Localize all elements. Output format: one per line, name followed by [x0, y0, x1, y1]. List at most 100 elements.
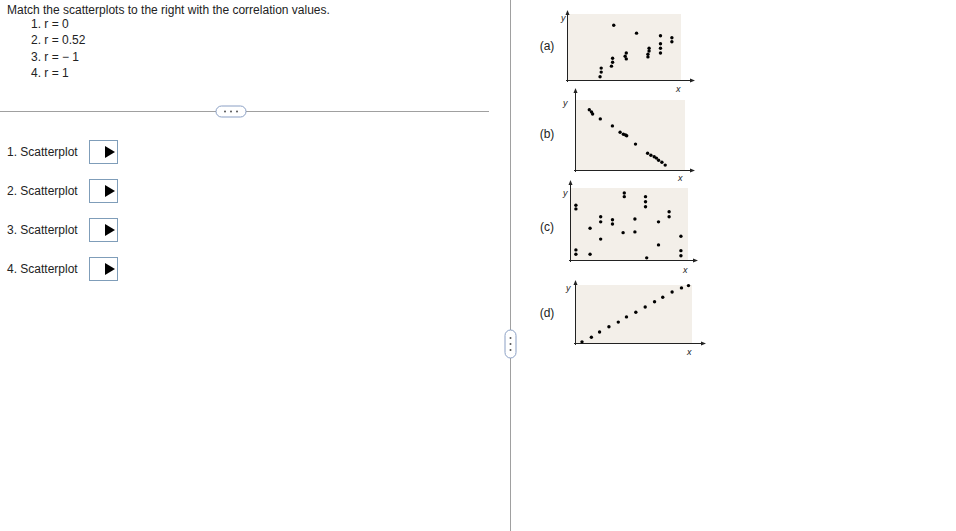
point	[611, 60, 614, 63]
point	[644, 200, 647, 203]
correlation-item: 4. r = 1	[31, 66, 69, 80]
point	[679, 235, 682, 238]
point	[646, 53, 649, 56]
point	[590, 336, 593, 339]
point	[574, 204, 577, 207]
dropdown[interactable]	[90, 141, 118, 164]
point	[600, 66, 603, 69]
point	[634, 142, 637, 145]
point	[644, 205, 647, 208]
point	[664, 163, 667, 166]
dropdown-arrow	[105, 146, 115, 158]
plot-title: (a)	[540, 39, 555, 53]
point	[625, 51, 628, 54]
dropdown-arrow	[105, 224, 115, 236]
point	[659, 47, 662, 50]
y-axis	[570, 184, 571, 262]
resize-handle[interactable]	[505, 330, 516, 358]
scatterplot	[574, 280, 707, 346]
point	[667, 215, 670, 218]
point	[644, 195, 647, 198]
point	[687, 284, 690, 287]
point	[598, 75, 601, 78]
point	[611, 124, 614, 127]
dropdown-arrow	[105, 263, 115, 275]
x-label: x	[675, 84, 681, 94]
point	[599, 237, 602, 240]
handle-dot	[510, 337, 512, 339]
y-axis	[575, 92, 576, 172]
point	[611, 222, 614, 225]
point	[661, 295, 664, 298]
point	[647, 47, 650, 50]
point	[591, 112, 594, 115]
answer-label: 1. Scatterplot	[7, 145, 78, 159]
point	[580, 340, 583, 343]
x-label: x	[686, 347, 692, 357]
x-axis	[569, 260, 694, 261]
answer-label: 3. Scatterplot	[7, 223, 78, 237]
points	[598, 24, 673, 79]
points	[588, 108, 667, 167]
x-label: x	[682, 265, 688, 275]
dropdown[interactable]	[90, 219, 118, 242]
question-text: Match the scatterplots to the right with…	[7, 3, 330, 17]
point	[574, 253, 577, 256]
expand-dot	[230, 111, 232, 113]
point	[670, 36, 673, 39]
point	[599, 215, 602, 218]
point	[623, 191, 626, 194]
plot-title: (c)	[540, 220, 554, 234]
correlation-item: 2. r = 0.52	[31, 33, 86, 47]
point	[667, 210, 670, 213]
y-label: y	[560, 13, 566, 23]
plot-title: (d)	[540, 306, 555, 320]
y-arrow	[574, 88, 578, 93]
point	[645, 256, 648, 259]
point	[635, 31, 638, 34]
y-arrow	[574, 280, 578, 285]
plot-area	[570, 188, 688, 260]
point	[588, 253, 591, 256]
handle-dot	[510, 349, 512, 351]
expand-dot	[224, 111, 226, 113]
x-axis	[574, 170, 691, 171]
point	[617, 320, 620, 323]
answer-label: 4. Scatterplot	[7, 262, 78, 276]
point	[625, 57, 628, 60]
point	[625, 315, 628, 318]
y-label: y	[565, 283, 571, 293]
point	[621, 231, 624, 234]
point	[612, 24, 615, 27]
expand-button[interactable]	[216, 106, 246, 117]
x-label: x	[677, 173, 683, 183]
divider	[510, 0, 511, 531]
point	[660, 161, 663, 164]
dropdown[interactable]	[90, 258, 118, 281]
point	[611, 57, 614, 60]
plot-title: (b)	[540, 127, 555, 141]
point	[599, 117, 602, 120]
point	[634, 311, 637, 314]
dropdown[interactable]	[90, 180, 118, 203]
y-axis	[575, 284, 576, 345]
answer-label: 2. Scatterplot	[7, 184, 78, 198]
point	[598, 330, 601, 333]
point	[659, 51, 662, 54]
point	[588, 227, 591, 230]
point	[599, 220, 602, 223]
plot-area	[567, 14, 681, 80]
expand-dot	[236, 111, 238, 113]
y-arrow	[566, 10, 570, 15]
point	[574, 248, 577, 251]
handle-dot	[510, 343, 512, 345]
point	[670, 290, 673, 293]
x-arrow	[690, 169, 695, 173]
x-axis	[566, 80, 691, 81]
points	[574, 191, 682, 259]
point	[679, 249, 682, 252]
point	[611, 218, 614, 221]
dropdown-arrow	[105, 185, 115, 197]
plot-area	[575, 100, 685, 170]
point	[646, 152, 649, 155]
